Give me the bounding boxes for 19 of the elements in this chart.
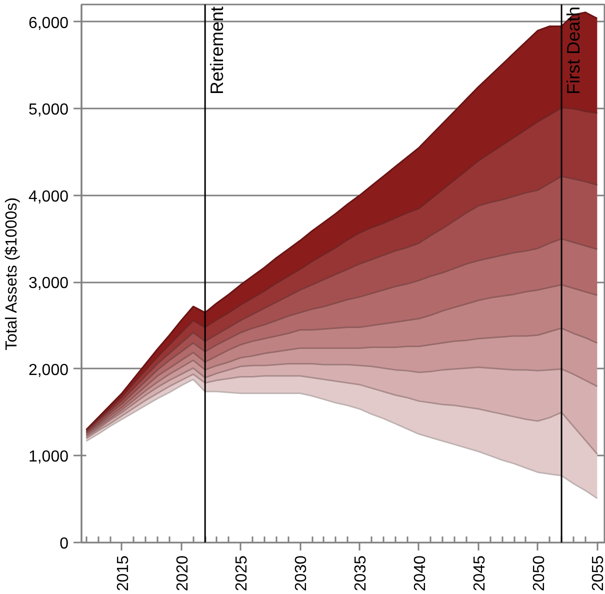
x-tick-label: 2055 (590, 555, 605, 592)
ref-line-label: Retirement (207, 6, 228, 95)
x-tick-label: 2040 (412, 555, 429, 592)
x-tick-label: 2025 (234, 555, 251, 592)
x-tick-label: 2030 (293, 555, 310, 592)
y-tick-label: 1,000 (28, 448, 69, 466)
ref-line-label: First Death (564, 6, 584, 95)
x-tick-label: 2020 (174, 555, 192, 592)
y-tick-label: 6,000 (28, 14, 69, 32)
x-tick-label: 2050 (530, 555, 548, 592)
y-tick-label: 4,000 (28, 188, 69, 206)
y-tick-label: 5,000 (28, 102, 69, 119)
y-tick-label: 0 (60, 536, 69, 552)
x-tick-label: 2015 (114, 555, 132, 592)
x-tick-label: 2035 (352, 555, 370, 592)
y-tick-label: 2,000 (28, 362, 69, 379)
y-tick-label: 3,000 (28, 275, 69, 292)
y-axis-title: Total Assets ($1000s) (3, 197, 20, 350)
x-tick-label: 2045 (471, 555, 488, 592)
